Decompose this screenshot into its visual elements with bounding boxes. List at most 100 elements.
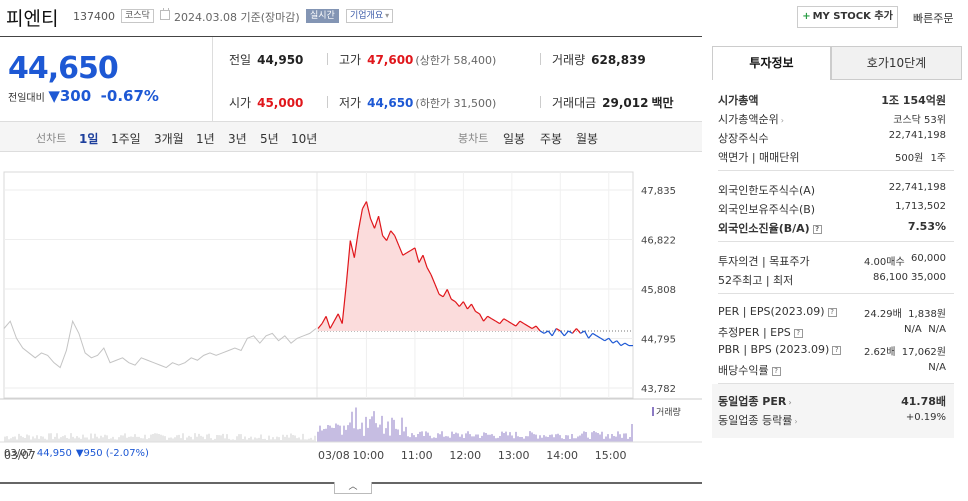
today-series-up	[458, 301, 464, 307]
today-series-up	[499, 318, 505, 324]
volume-value: 628,839	[591, 53, 646, 67]
x-tick-label: 15:00	[595, 449, 627, 462]
plot-frame	[3, 171, 634, 399]
today-series-up	[345, 240, 351, 285]
divider	[540, 96, 541, 108]
today-series-down	[620, 342, 626, 347]
today-series-up	[377, 216, 384, 236]
x-tick-label: 03/08	[318, 449, 350, 462]
sector-per-row[interactable]: 동일업종 PER › 41.78배	[718, 393, 946, 409]
market-cap-row: 시가총액 1조 154억원	[718, 92, 946, 108]
period-3m[interactable]: 3개월	[154, 132, 184, 146]
est-per-text: 추정PER | EPS	[718, 326, 791, 339]
pbr-label: PBR | BPS (2023.09)?	[718, 343, 842, 356]
today-series-up	[365, 201, 372, 219]
chevron-up-icon[interactable]: ︿	[334, 482, 372, 494]
help-icon[interactable]: ?	[812, 225, 822, 234]
foreign-ratio-text: 외국인소진율(B/A)	[718, 222, 810, 235]
tab-orderbook[interactable]: 호가10단계	[831, 46, 962, 80]
today-series-up	[483, 315, 489, 322]
bps-value: 17,062원	[901, 347, 946, 358]
market-cap-rank-row[interactable]: 시가총액순위 › 코스닥 53위	[718, 111, 946, 127]
today-series-down	[604, 337, 610, 342]
dividend-label: 배당수익률?	[718, 362, 781, 378]
candle-monthly[interactable]: 월봉	[576, 132, 599, 146]
candle-weekly[interactable]: 주봉	[540, 132, 563, 146]
today-series-up	[341, 284, 347, 324]
current-price: 44,650	[8, 51, 119, 86]
prev-day-change: ▼950 (-2.07%)	[75, 448, 149, 459]
foreign-limit-value: 22,741,198	[888, 182, 946, 193]
today-series-up	[555, 327, 561, 332]
high-price: 고가 47,600 (상한가 58,400)	[339, 51, 496, 68]
chart-canvas: 47,835 46,822 45,808 44,795 43,782 03/07 03/08…	[0, 171, 702, 462]
high-label: 고가	[339, 53, 362, 67]
shares-value: 22,741,198	[888, 130, 946, 141]
high-value: 47,600	[367, 53, 414, 67]
today-series-down	[551, 328, 557, 337]
foreign-limit-label: 외국인한도주식수(A)	[718, 184, 816, 197]
today-series-up	[386, 230, 392, 241]
week52-high: 86,100	[873, 272, 908, 283]
x-tick-label: 13:00	[498, 449, 530, 462]
shares-row: 상장주식수 22,741,198	[718, 130, 946, 146]
per-row: PER | EPS(2023.09)? 24.29배 1,838원	[718, 305, 946, 321]
prev-close-label: 전일	[229, 53, 252, 67]
period-10y[interactable]: 10년	[291, 132, 318, 146]
dividend-value: N/A	[928, 362, 946, 373]
dividend-row: 배당수익률? N/A	[718, 362, 946, 378]
help-icon[interactable]: ?	[771, 367, 781, 376]
lower-limit: (하한가 31,500)	[415, 97, 497, 110]
help-icon[interactable]: ?	[827, 308, 837, 317]
realtime-button[interactable]: 실시간	[306, 9, 339, 23]
per-text: PER | EPS(2023.09)	[718, 305, 825, 318]
today-series-up	[337, 313, 343, 324]
today-series-up	[353, 230, 359, 258]
help-icon[interactable]: ?	[793, 329, 803, 338]
x-tick-label: 03/07	[4, 449, 36, 462]
today-series-up	[475, 310, 480, 315]
help-icon[interactable]: ?	[832, 346, 842, 355]
today-series-up	[410, 247, 416, 251]
week52-row: 52주최고 | 최저 86,100 35,000	[718, 272, 946, 288]
sector-per-text: 동일업종 PER	[718, 395, 787, 408]
today-series-up	[503, 318, 509, 322]
candle-daily[interactable]: 일봉	[503, 132, 526, 146]
today-series-down	[592, 332, 597, 337]
invest-info-body: 시가총액 1조 154억원 시가총액순위 › 코스닥 53위 상장주식수 22,741,…	[712, 80, 962, 438]
today-series-down	[612, 340, 618, 344]
down-arrow-icon: ▼	[48, 87, 60, 105]
my-stock-add-button[interactable]: + MY STOCK 추가	[797, 6, 898, 28]
today-series-up	[466, 303, 472, 310]
sector-rate-row[interactable]: 동일업종 등락률 › +0.19%	[718, 412, 946, 428]
period-3y[interactable]: 3년	[228, 132, 247, 146]
period-5y[interactable]: 5년	[260, 132, 279, 146]
period-1d[interactable]: 1일	[79, 132, 99, 146]
amount-value: 29,012	[602, 96, 649, 110]
today-series-up	[422, 255, 428, 268]
today-series-up	[495, 320, 501, 325]
prev-close: 전일 44,950	[229, 51, 303, 68]
market-badge: 코스닥	[121, 9, 154, 23]
quick-order-link[interactable]: 빠른주문	[913, 12, 954, 25]
low-value: 44,650	[367, 96, 414, 110]
today-series-up	[575, 328, 581, 334]
foreign-ratio-value: 7.53%	[907, 220, 946, 233]
par-value: 500원	[895, 153, 924, 164]
est-per-value: N/A	[904, 324, 922, 335]
today-series-down	[624, 342, 630, 347]
company-overview-dropdown[interactable]: 기업개요	[346, 9, 394, 23]
today-series-up	[462, 301, 468, 310]
chevron-right-icon: ›	[780, 116, 784, 125]
market-cap-label: 시가총액	[718, 94, 759, 107]
period-1w[interactable]: 1주일	[111, 132, 141, 146]
line-chart-label: 선차트	[36, 132, 67, 145]
prev-day-summary: 03/07 44,950 ▼950 (-2.07%)	[4, 448, 149, 459]
plus-icon: +	[802, 11, 811, 22]
period-1y[interactable]: 1년	[196, 132, 215, 146]
tab-invest-info[interactable]: 투자정보	[712, 46, 831, 80]
stock-name: 피엔티	[6, 8, 59, 30]
today-series-up	[511, 323, 517, 327]
week52-low: 35,000	[911, 272, 946, 283]
foreign-limit-row: 외국인한도주식수(A) 22,741,198	[718, 182, 946, 198]
